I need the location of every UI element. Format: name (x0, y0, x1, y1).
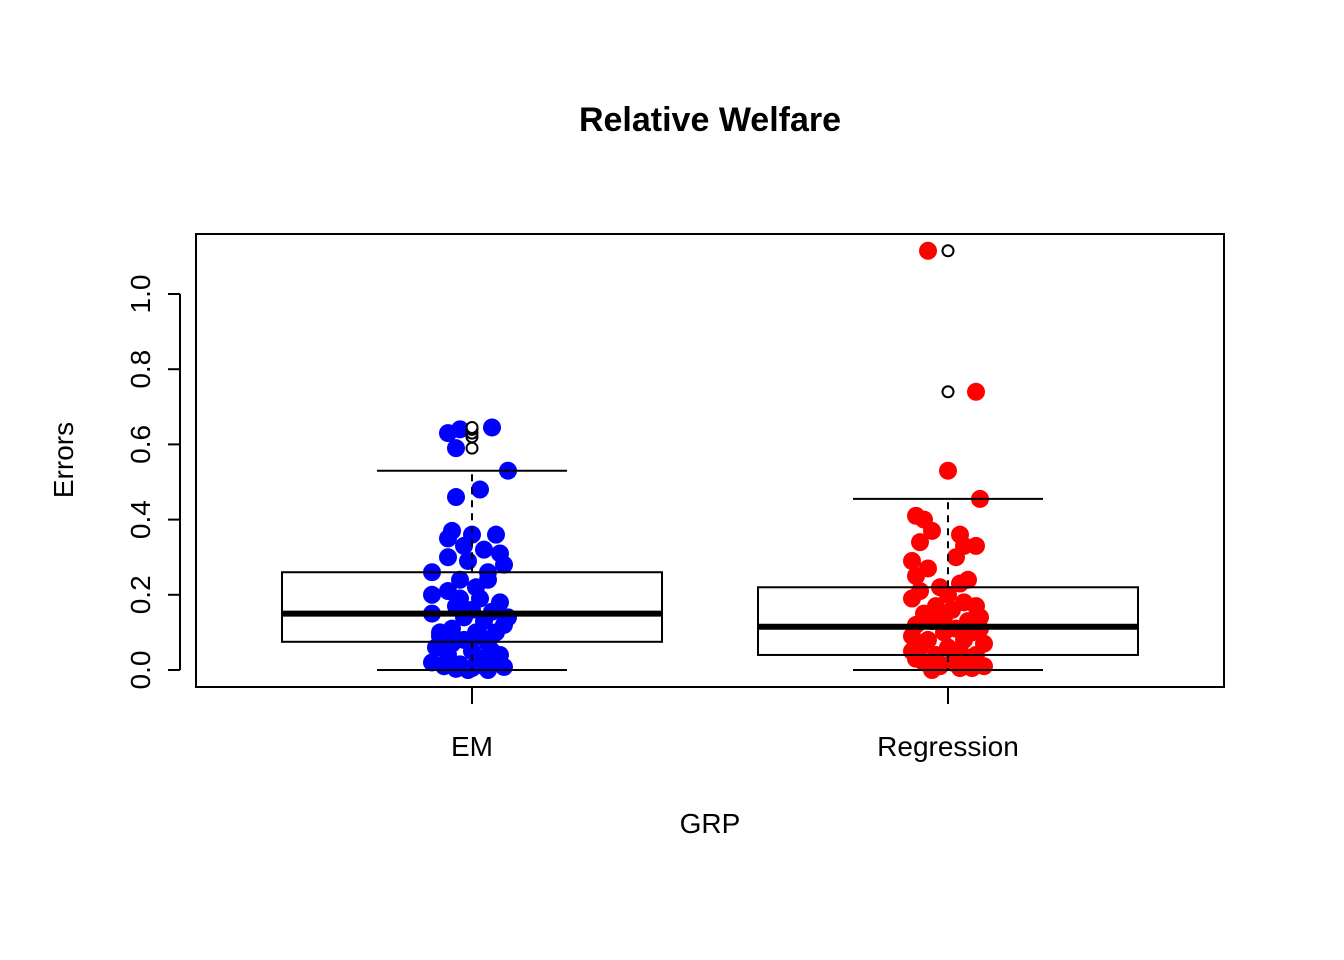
y-tick-label: 0.2 (125, 575, 156, 614)
chart-title: Relative Welfare (579, 101, 841, 139)
data-point-regression (963, 659, 981, 678)
data-point-em (447, 488, 465, 507)
data-point-em (475, 540, 493, 559)
outlier-em (465, 441, 479, 455)
y-axis: 0.0 0.2 0.4 0.6 0.8 1.0 (125, 275, 181, 690)
data-point-regression (919, 241, 937, 260)
data-point-em (471, 480, 489, 499)
data-point-em (439, 529, 457, 548)
data-point-em (459, 551, 477, 570)
y-tick-label: 0.4 (125, 500, 156, 539)
y-tick-label: 1.0 (125, 275, 156, 314)
data-point-regression (903, 589, 921, 608)
data-point-regression (923, 521, 941, 540)
data-point-em (455, 536, 473, 555)
data-point-regression (903, 642, 921, 661)
data-point-regression (935, 608, 953, 627)
y-tick-label: 0.8 (125, 350, 156, 389)
data-point-regression (939, 461, 957, 480)
outlier-regression (941, 385, 955, 399)
y-tick-label: 0.6 (125, 425, 156, 464)
data-point-em (495, 555, 513, 574)
box-em (281, 571, 663, 643)
data-point-regression (967, 536, 985, 555)
data-point-regression (903, 551, 921, 570)
outlier-regression (941, 244, 955, 258)
data-point-regression (939, 585, 957, 604)
data-point-regression (967, 382, 985, 401)
data-point-em (431, 623, 449, 642)
data-point-em (439, 548, 457, 567)
data-point-regression (911, 533, 929, 552)
data-point-em (451, 570, 469, 589)
data-point-em (483, 418, 501, 437)
data-point-em (423, 585, 441, 604)
data-point-em (491, 645, 509, 664)
data-point-em (451, 589, 469, 608)
x-axis-label: GRP (680, 808, 741, 839)
plot-marks (281, 241, 1139, 679)
data-point-regression (947, 548, 965, 567)
outlier-em (465, 420, 479, 434)
data-point-em (471, 627, 489, 646)
y-axis-label: Errors (48, 422, 79, 498)
data-point-em (447, 439, 465, 458)
x-tick-label-regression: Regression (877, 731, 1019, 762)
data-point-em (487, 525, 505, 544)
data-point-em (479, 570, 497, 589)
x-axis: EM Regression (451, 687, 1019, 762)
data-point-em (443, 634, 461, 653)
x-tick-label-em: EM (451, 731, 493, 762)
plot-frame (195, 233, 1225, 688)
box-regression (757, 586, 1139, 656)
data-point-regression (907, 567, 925, 585)
data-point-em (451, 420, 469, 439)
y-tick-label: 0.0 (125, 651, 156, 690)
